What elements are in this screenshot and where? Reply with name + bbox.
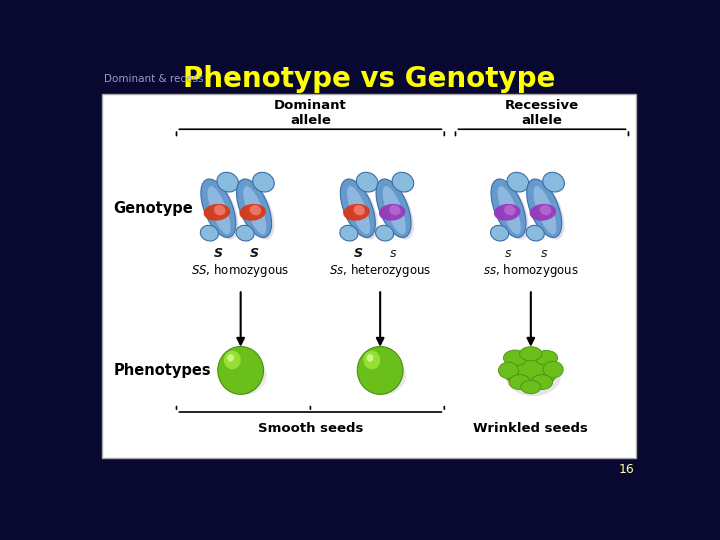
Text: S: S	[354, 247, 362, 260]
Ellipse shape	[359, 356, 406, 395]
Ellipse shape	[343, 181, 378, 240]
Text: Wrinkled seeds: Wrinkled seeds	[473, 422, 588, 435]
Text: S: S	[214, 247, 223, 260]
Ellipse shape	[505, 355, 561, 396]
Ellipse shape	[207, 186, 230, 234]
Text: $\mathit{Ss}$, heterozygous: $\mathit{Ss}$, heterozygous	[329, 262, 431, 279]
Ellipse shape	[504, 205, 516, 215]
Ellipse shape	[366, 354, 374, 362]
Ellipse shape	[376, 225, 394, 241]
Ellipse shape	[543, 361, 563, 378]
Ellipse shape	[390, 205, 400, 215]
Ellipse shape	[253, 172, 274, 192]
Ellipse shape	[243, 186, 266, 234]
Ellipse shape	[217, 172, 238, 192]
Text: $\mathit{SS}$, homozygous: $\mathit{SS}$, homozygous	[192, 262, 290, 279]
Ellipse shape	[498, 186, 521, 234]
Ellipse shape	[540, 205, 552, 215]
Ellipse shape	[200, 225, 218, 241]
Text: Genotype: Genotype	[114, 201, 193, 216]
Ellipse shape	[526, 225, 544, 241]
Text: Phenotypes: Phenotypes	[114, 363, 211, 378]
Ellipse shape	[379, 204, 405, 221]
Ellipse shape	[341, 179, 375, 238]
Ellipse shape	[507, 172, 528, 192]
Ellipse shape	[529, 204, 556, 221]
Ellipse shape	[214, 205, 225, 215]
Ellipse shape	[347, 186, 370, 234]
Ellipse shape	[236, 225, 254, 241]
Ellipse shape	[534, 186, 557, 234]
Text: 16: 16	[618, 463, 634, 476]
Ellipse shape	[529, 181, 564, 240]
Ellipse shape	[354, 205, 365, 215]
Ellipse shape	[509, 375, 530, 389]
Text: Smooth seeds: Smooth seeds	[258, 422, 363, 435]
Ellipse shape	[520, 347, 542, 361]
Ellipse shape	[228, 354, 234, 362]
Ellipse shape	[219, 356, 266, 395]
Ellipse shape	[356, 172, 378, 192]
Ellipse shape	[503, 350, 527, 366]
Ellipse shape	[498, 362, 518, 379]
Text: Dominant & recess: Dominant & recess	[104, 75, 204, 84]
Ellipse shape	[535, 350, 557, 366]
Text: S: S	[250, 247, 258, 260]
Ellipse shape	[201, 179, 236, 238]
Ellipse shape	[491, 179, 526, 238]
Ellipse shape	[543, 172, 564, 192]
Ellipse shape	[383, 186, 406, 234]
Ellipse shape	[494, 204, 521, 221]
Ellipse shape	[250, 205, 261, 215]
Text: Recessive
allele: Recessive allele	[505, 99, 579, 127]
Ellipse shape	[204, 181, 238, 240]
Ellipse shape	[392, 172, 414, 192]
Ellipse shape	[340, 225, 358, 241]
Ellipse shape	[217, 347, 264, 394]
Text: s: s	[541, 247, 547, 260]
FancyBboxPatch shape	[102, 94, 636, 458]
Ellipse shape	[504, 352, 557, 389]
Ellipse shape	[494, 181, 528, 240]
Ellipse shape	[364, 350, 380, 369]
Ellipse shape	[204, 204, 230, 221]
Text: $\mathit{ss}$, homozygous: $\mathit{ss}$, homozygous	[483, 262, 579, 279]
Text: s: s	[505, 247, 512, 260]
Ellipse shape	[239, 181, 274, 240]
Ellipse shape	[224, 350, 240, 369]
Ellipse shape	[531, 375, 552, 389]
Ellipse shape	[343, 204, 369, 221]
Ellipse shape	[376, 179, 411, 238]
Ellipse shape	[527, 179, 562, 238]
Ellipse shape	[490, 225, 508, 241]
Ellipse shape	[379, 181, 414, 240]
Ellipse shape	[237, 179, 271, 238]
Ellipse shape	[239, 204, 266, 221]
Text: Phenotype vs Genotype: Phenotype vs Genotype	[183, 65, 555, 93]
Ellipse shape	[521, 380, 541, 394]
Ellipse shape	[357, 347, 403, 394]
Text: s: s	[390, 247, 397, 260]
Text: Dominant
allele: Dominant allele	[274, 99, 347, 127]
